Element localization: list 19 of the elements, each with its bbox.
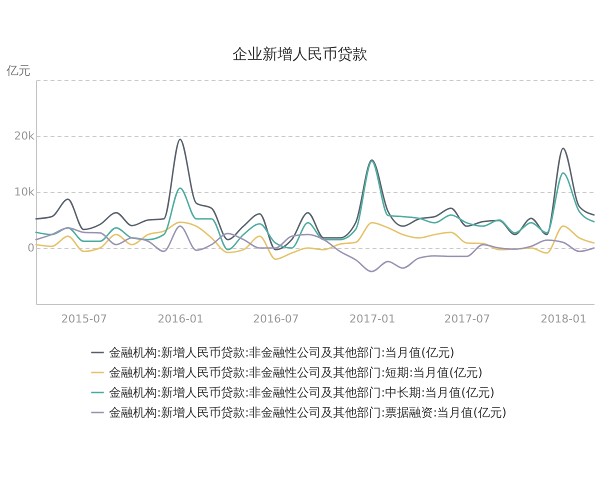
line-series xyxy=(35,138,595,250)
y-axis-title: 亿元 xyxy=(6,64,30,78)
x-tick-label: 2016-01 xyxy=(158,312,204,326)
x-tick-label: 2017-07 xyxy=(444,312,490,326)
legend-label: 金融机构:新增人民币贷款:非金融性公司及其他部门:短期:当月值(亿元) xyxy=(109,366,483,380)
x-tick-label: 2016-07 xyxy=(252,312,299,326)
x-tick-label: 2018-01 xyxy=(540,312,587,326)
y-tick-label: 10k xyxy=(14,186,36,198)
x-tick-label: 2015-07 xyxy=(61,312,108,326)
chart-title: 企业新增人民币贷款 xyxy=(232,45,368,63)
legend-label: 金融机构:新增人民币贷款:非金融性公司及其他部门:当月值(亿元) xyxy=(109,346,454,360)
line-series xyxy=(35,225,595,272)
x-tick-label: 2017-01 xyxy=(349,312,396,326)
line-series xyxy=(35,221,595,260)
y-tick-label: 0 xyxy=(28,242,34,254)
legend-label: 金融机构:新增人民币贷款:非金融性公司及其他部门:票据融资:当月值(亿元) xyxy=(109,406,507,420)
legend-label: 金融机构:新增人民币贷款:非金融性公司及其他部门:中长期:当月值(亿元) xyxy=(109,386,495,400)
y-tick-label: 20k xyxy=(14,130,36,142)
line-series xyxy=(35,160,595,250)
